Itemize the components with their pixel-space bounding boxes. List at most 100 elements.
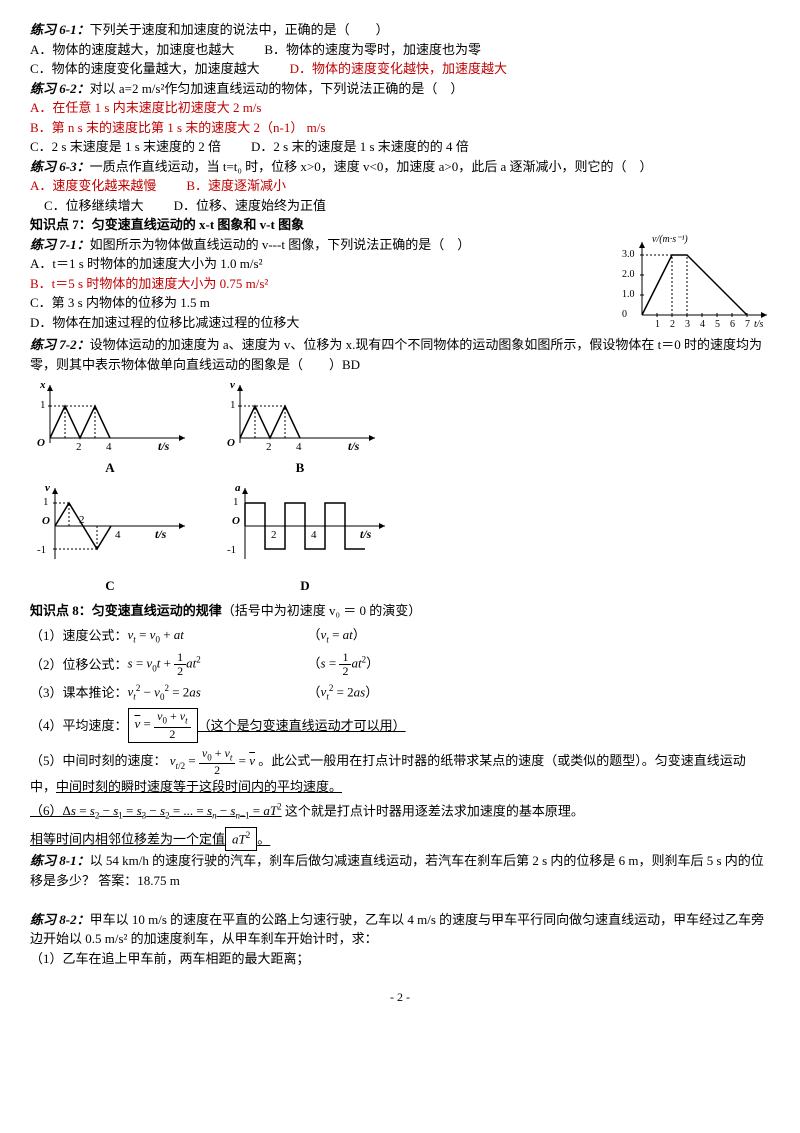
ex71-stem: 如图所示为物体做直线运动的 v---t 图像，下列说法正确的是（ ） — [90, 237, 471, 252]
svg-text:t/s: t/s — [348, 439, 360, 453]
f4-label: （4）平均速度： — [30, 716, 128, 736]
ex61-options: A．物体的速度越大，加速度也越大 B．物体的速度为零时，加速度也为零 — [30, 40, 770, 60]
ex63-ab: A．速度变化越来越慢 B．速度逐渐减小 — [30, 176, 770, 196]
f6-label: （6） — [30, 803, 63, 818]
svg-text:4: 4 — [106, 441, 112, 453]
svg-text:-1: -1 — [37, 544, 46, 556]
ex63-optB: B．速度逐渐减小 — [186, 176, 286, 196]
svg-text:v/(m·s⁻¹): v/(m·s⁻¹) — [652, 234, 688, 245]
f1-label: （1）速度公式： — [30, 626, 128, 646]
ex62-optA: A．在任意 1 s 内末速度比初速度大 2 m/s — [30, 98, 770, 118]
vt-graph-svg: 0 1.0 2.0 3.0 123 456 7 t/s v/(m·s⁻¹) — [620, 235, 770, 330]
ex82-q1: （1）乙车在追上甲车前，两车相距的最大距离； — [30, 949, 770, 969]
f1: （1）速度公式： vt = v0 + at （vt = at） — [30, 625, 770, 647]
svg-text:O: O — [227, 437, 235, 449]
ex61-optD: D．物体的速度变化越快，加速度越大 — [290, 59, 507, 79]
graph-A: x 1 O 24 t/s A — [30, 380, 190, 477]
svg-text:1: 1 — [655, 319, 660, 330]
ex62-optC: C．2 s 末速度是 1 s 末速度的 2 倍 — [30, 137, 221, 157]
svg-text:4: 4 — [700, 319, 705, 330]
kp7-title: 知识点 7：匀变速直线运动的 x-t 图象和 v-t 图象 — [30, 215, 770, 235]
svg-text:2: 2 — [266, 441, 272, 453]
ex62-title: 练习 6-2： — [30, 81, 90, 96]
ex72-title: 练习 7-2： — [30, 337, 90, 352]
svg-text:7: 7 — [745, 319, 750, 330]
f3-label: （3）课本推论： — [30, 683, 128, 703]
svg-text:2: 2 — [670, 319, 675, 330]
svg-text:O: O — [42, 515, 50, 527]
ex61-optA: A．物体的速度越大，加速度也越大 — [30, 40, 234, 60]
f6-line2: 相等时间内相邻位移差为一个定值aT2。 — [30, 827, 770, 851]
svg-text:5: 5 — [715, 319, 720, 330]
ex62-optD: D．2 s 末的速度是 1 s 末速度的的 4 倍 — [251, 137, 469, 157]
f5-underline: 中间时刻的瞬时速度等于这段时间内的平均速度。 — [56, 779, 342, 794]
f2: （2）位移公式： s = v0t + 12at2 （s = 12at2） — [30, 651, 770, 678]
f6-line2b: 。 — [257, 832, 270, 847]
f6: （6）Δs = s2 − s1 = s3 − s2 = ... = sn − s… — [30, 801, 770, 823]
graph-B-label: B — [220, 458, 380, 478]
exercise-7-2: 练习 7-2：设物体运动的加速度为 a、速度为 v、位移为 x.现有四个不同物体… — [30, 335, 770, 374]
svg-text:1.0: 1.0 — [622, 289, 635, 300]
svg-text:-1: -1 — [227, 544, 236, 556]
f6-text: 这个就是打点计时器用逐差法求加速度的基本原理。 — [282, 803, 584, 818]
svg-text:x: x — [39, 379, 46, 391]
svg-text:3: 3 — [685, 319, 690, 330]
f5-label: （5）中间时刻的速度： — [30, 753, 167, 768]
graph-B: v 1 O 24 t/s B — [220, 380, 380, 477]
ex61-stem: 下列关于速度和加速度的说法中，正确的是（ ） — [90, 22, 389, 37]
ex62-stem: 对以 a=2 m/s²作匀加速直线运动的物体，下列说法正确的是（ ） — [90, 81, 464, 96]
svg-text:2: 2 — [271, 529, 277, 541]
f3: （3）课本推论： vt2 − v02 = 2as （vt2 = 2as） — [30, 682, 770, 704]
f4: （4）平均速度： v = v0 + vt2 （这个是匀变速直线运动才可以用） — [30, 708, 770, 742]
svg-text:t/s: t/s — [754, 319, 764, 330]
f2-label: （2）位移公式： — [30, 655, 128, 675]
ex61-optC: C．物体的速度变化量越大，加速度越大 — [30, 59, 260, 79]
exercise-8-2: 练习 8-2：甲车以 10 m/s 的速度在平直的公路上匀速行驶，乙车以 4 m… — [30, 910, 770, 949]
kp8-note: （括号中为初速度 v₀ ＝ 0 的演变） — [222, 603, 422, 618]
vt-graph: 0 1.0 2.0 3.0 123 456 7 t/s v/(m·s⁻¹) — [620, 235, 770, 336]
ex63-optA: A．速度变化越来越慢 — [30, 176, 156, 196]
ex61-optB: B．物体的速度为零时，加速度也为零 — [264, 40, 481, 60]
exercise-8-1: 练习 8-1：以 54 km/h 的速度行驶的汽车，刹车后做匀减速直线运动，若汽… — [30, 851, 770, 890]
ex82-title: 练习 8-2： — [30, 912, 90, 927]
svg-text:O: O — [37, 437, 45, 449]
ex62-cd: C．2 s 末速度是 1 s 末速度的 2 倍 D．2 s 末的速度是 1 s … — [30, 137, 770, 157]
ex82-stem: 甲车以 10 m/s 的速度在平直的公路上匀速行驶，乙车以 4 m/s 的速度与… — [30, 912, 764, 947]
f6-line2a: 相等时间内相邻位移差为一个定值 — [30, 832, 225, 847]
graph-C: v 1 -1 O 24 t/s C — [30, 483, 190, 595]
svg-text:3.0: 3.0 — [622, 249, 635, 260]
svg-text:t/s: t/s — [158, 439, 170, 453]
f4-note: （这个是匀变速直线运动才可以用） — [198, 716, 406, 736]
svg-text:v: v — [230, 379, 235, 391]
kp8: 知识点 8：匀变速直线运动的规律（括号中为初速度 v₀ ＝ 0 的演变） — [30, 601, 770, 621]
graphs-row-2: v 1 -1 O 24 t/s C a 1 -1 O — [30, 483, 770, 595]
svg-text:4: 4 — [115, 529, 121, 541]
ex61-options2: C．物体的速度变化量越大，加速度越大 D．物体的速度变化越快，加速度越大 — [30, 59, 770, 79]
ex63-title: 练习 6-3： — [30, 159, 90, 174]
svg-text:1: 1 — [40, 399, 46, 411]
svg-text:0: 0 — [622, 309, 627, 320]
ex81-title: 练习 8-1： — [30, 853, 90, 868]
svg-text:2.0: 2.0 — [622, 269, 635, 280]
svg-text:a: a — [235, 482, 241, 494]
svg-text:4: 4 — [296, 441, 302, 453]
svg-text:2: 2 — [76, 441, 82, 453]
f5: （5）中间时刻的速度： vt/2 = v0 + vt2 = v 。此公式一般用在… — [30, 747, 770, 797]
svg-text:t/s: t/s — [155, 527, 167, 541]
ex63-cd: C．位移继续增大 D．位移、速度始终为正值 — [30, 196, 770, 216]
exercise-6-3: 练习 6-3：一质点作直线运动，当 t=t₀ 时，位移 x>0，速度 v<0，加… — [30, 157, 770, 177]
exercise-6-2: 练习 6-2：对以 a=2 m/s²作匀加速直线运动的物体，下列说法正确的是（ … — [30, 79, 770, 99]
svg-text:v: v — [45, 482, 50, 494]
ex63-stem: 一质点作直线运动，当 t=t₀ 时，位移 x>0，速度 v<0，加速度 a>0，… — [90, 159, 653, 174]
graph-D-label: D — [220, 576, 390, 596]
ex71-title: 练习 7-1： — [30, 237, 90, 252]
ex72-stem: 设物体运动的加速度为 a、速度为 v、位移为 x.现有四个不同物体的运动图象如图… — [30, 337, 762, 372]
ex61-title: 练习 6-1： — [30, 22, 90, 37]
graph-D: a 1 -1 O 24 t/s D — [220, 483, 390, 595]
svg-text:1: 1 — [43, 496, 49, 508]
svg-text:O: O — [232, 515, 240, 527]
svg-text:6: 6 — [730, 319, 735, 330]
page-number: - 2 - — [30, 988, 770, 1006]
svg-text:4: 4 — [311, 529, 317, 541]
ex62-optB: B．第 n s 末的速度比第 1 s 末的速度大 2（n-1） m/s — [30, 118, 770, 138]
